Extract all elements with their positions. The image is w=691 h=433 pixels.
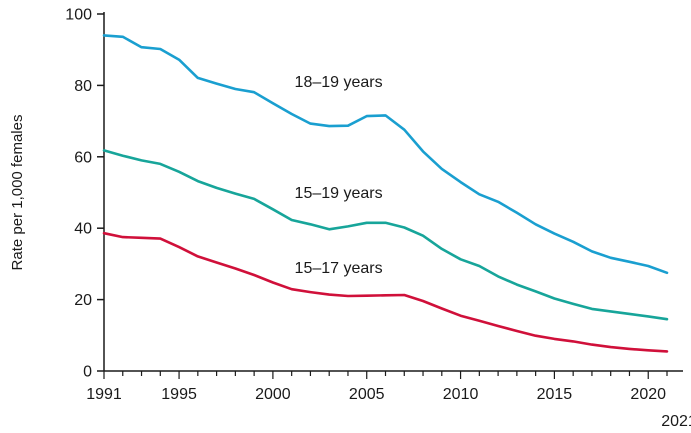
series-label-2: 15–19 years — [295, 185, 383, 202]
series-label-1: 18–19 years — [295, 74, 383, 91]
y-tick-label: 0 — [83, 364, 92, 381]
series-line-3 — [102, 231, 669, 353]
series-layer — [102, 34, 669, 353]
series-line-2 — [102, 149, 669, 321]
y-tick-label: 40 — [74, 221, 92, 238]
x-tick-label: 2020 — [630, 386, 666, 403]
series-labels: 18–19 years 15–19 years 15–17 years — [295, 74, 383, 277]
x-tick-label: 2000 — [255, 386, 291, 403]
series-label-3: 15–17 years — [295, 260, 383, 277]
x-tick-label: 1995 — [161, 386, 197, 403]
chart-axes: 0 20 40 60 80 100 1991 1995 2000 2005 2010 2015 2020 — [65, 7, 683, 403]
x-tick-label: 2015 — [537, 386, 573, 403]
x-tick-label: 2010 — [443, 386, 479, 403]
series-line-1 — [102, 34, 669, 275]
x-tick-label: 2005 — [349, 386, 385, 403]
y-tick-label: 80 — [74, 78, 92, 95]
x-axis-end-year-label: 2021 — [661, 413, 691, 430]
x-tick-label: 1991 — [86, 386, 122, 403]
y-tick-label: 20 — [74, 292, 92, 309]
y-tick-label: 100 — [65, 7, 92, 24]
y-tick-label: 60 — [74, 149, 92, 166]
y-axis-title: Rate per 1,000 females — [9, 115, 26, 271]
